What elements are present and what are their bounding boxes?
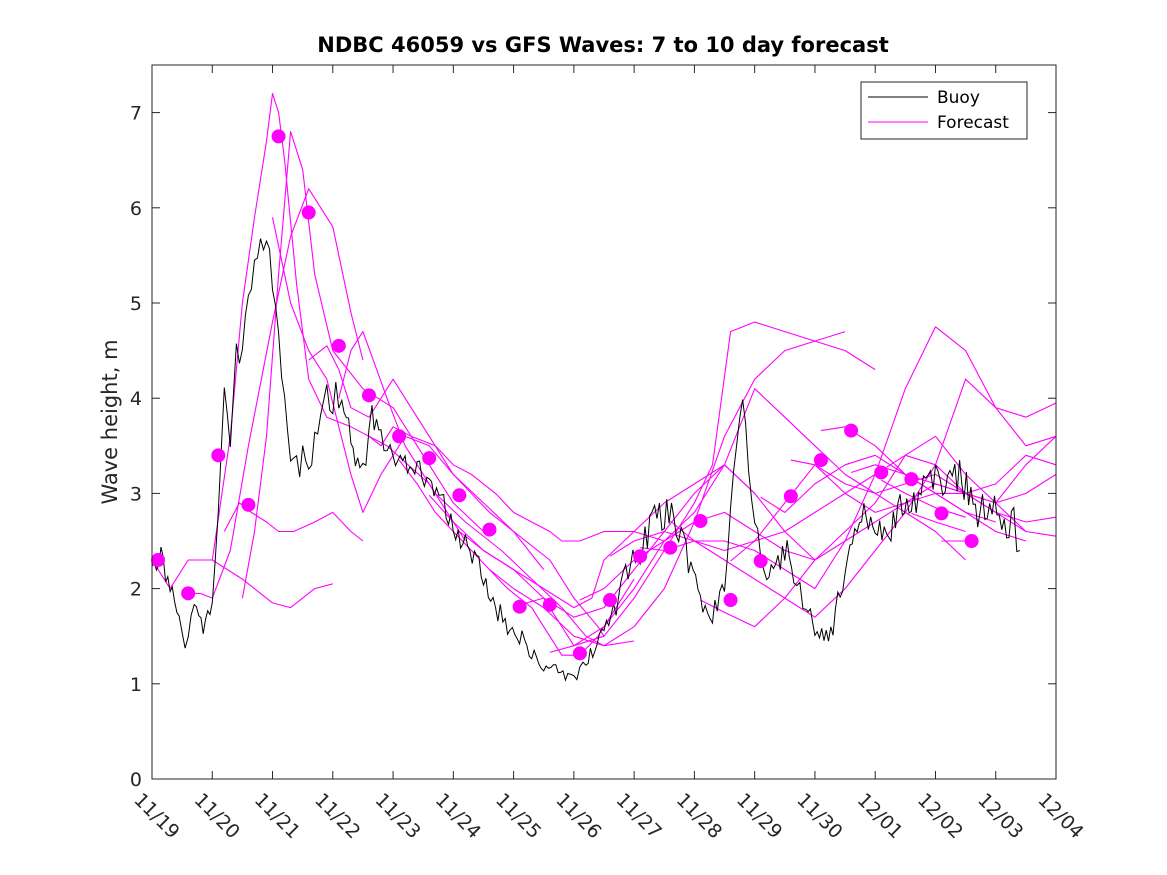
y-tick-label: 0 [130,769,142,791]
legend-box [860,81,1028,140]
forecast-line [459,464,816,618]
y-tick-label: 2 [130,579,142,601]
x-tick-label: 11/21 [250,789,304,843]
forecast-line [640,326,1057,590]
forecast-line [519,321,876,647]
x-tick-label: 11/24 [431,789,485,843]
y-axis: 0 1 2 3 4 5 6 7 [130,103,1056,791]
y-tick-label: 5 [130,293,142,315]
legend: Buoy Forecast [860,81,1028,140]
forecast-marker [361,388,376,403]
forecast-line [850,464,1027,542]
forecast-line [609,454,1027,557]
forecast-line [151,559,333,609]
y-tick-label: 7 [130,103,142,125]
forecast-line [880,479,966,518]
forecast-line [308,345,605,637]
forecast-marker [603,593,618,608]
y-tick-label: 3 [130,483,142,505]
legend-buoy-label: Buoy [937,88,980,108]
x-tick-label: 11/19 [129,789,183,843]
forecast-marker [663,540,678,555]
x-tick-label: 11/30 [792,789,846,843]
forecast-marker [844,423,859,438]
x-tick-label: 11/29 [732,789,786,843]
forecast-line [669,378,1057,618]
forecast-line [338,331,635,647]
forecast-line [182,188,364,599]
y-tick-label: 4 [130,388,142,410]
forecast-line [911,512,966,533]
x-tick-label: 11/20 [190,789,244,843]
axes-box [151,64,1057,780]
forecast-line [398,459,635,656]
forecast-marker [151,553,166,568]
y-axis-label: Wave height, m [98,339,122,504]
forecast-line [211,93,466,561]
forecast-marker [301,205,316,220]
forecast-marker [813,453,828,468]
x-tick-label: 11/26 [551,789,605,843]
forecast-marker [482,522,497,537]
forecast-marker [783,489,798,504]
x-tick-label: 12/04 [1033,789,1087,843]
x-tick-label: 11/22 [310,789,364,843]
forecast-marker [331,338,346,353]
forecast-marker [904,472,919,487]
x-tick-label: 11/28 [672,789,726,843]
x-tick-label: 11/27 [612,789,666,843]
x-tick-label: 12/02 [913,789,967,843]
x-tick-label: 12/01 [853,789,907,843]
x-tick-label: 12/03 [973,789,1027,843]
forecast-marker [181,586,196,601]
forecast-marker [633,549,648,564]
forecast-marker [452,488,467,503]
buoy-line [151,238,1020,682]
forecast-marker [753,553,768,568]
x-tick-label: 11/23 [371,789,425,843]
forecast-marker [572,646,587,661]
forecast-line [271,217,545,570]
forecast-marker [723,593,738,608]
forecast-marker [934,506,949,521]
forecast-marker [241,497,256,512]
forecast-marker [422,451,437,466]
legend-forecast-label: Forecast [937,113,1009,133]
y-tick-label: 1 [130,674,142,696]
forecast-marker [542,597,557,612]
chart-title: NDBC 46059 vs GFS Waves: 7 to 10 day for… [317,33,888,57]
forecast-marker-group [151,129,979,661]
plot-area [151,64,1057,780]
y-tick-label: 6 [130,198,142,220]
forecast-marker [874,465,889,480]
forecast-marker [271,129,286,144]
forecast-marker [211,448,226,463]
forecast-marker [512,599,527,614]
forecast-marker [693,514,708,529]
forecast-marker [964,534,979,548]
forecast-marker [392,429,407,444]
x-tick-label: 11/25 [491,789,545,843]
buoy-series-group [151,238,1020,682]
